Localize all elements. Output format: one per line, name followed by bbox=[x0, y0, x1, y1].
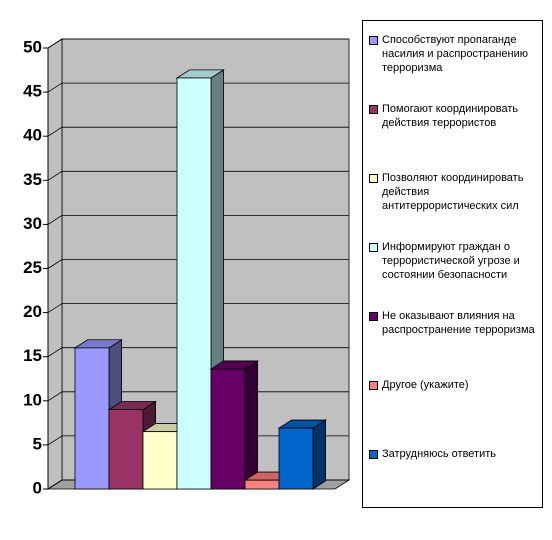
legend-item: Другое (укажите) bbox=[369, 378, 539, 392]
y-tick-label: 0 bbox=[33, 478, 42, 497]
legend: Способствуют пропаганде насилия и распро… bbox=[362, 20, 543, 508]
bar bbox=[176, 77, 212, 490]
legend-swatch bbox=[369, 36, 378, 45]
y-tick-label: 10 bbox=[23, 390, 42, 409]
legend-item: Способствуют пропаганде насилия и распро… bbox=[369, 33, 539, 75]
legend-item: Помогают координировать действия террори… bbox=[369, 102, 539, 130]
bar bbox=[278, 427, 314, 490]
y-tick-label: 40 bbox=[23, 126, 42, 145]
legend-label: Помогают координировать действия террори… bbox=[382, 103, 519, 129]
grid-line bbox=[47, 347, 349, 358]
y-tick-label: 45 bbox=[23, 82, 42, 101]
legend-label: Другое (укажите) bbox=[382, 379, 469, 391]
bar bbox=[108, 409, 144, 490]
grid-line bbox=[47, 259, 349, 269]
grid-line bbox=[47, 126, 349, 137]
legend-item: Позволяют координировать действия антите… bbox=[369, 171, 539, 213]
bar bbox=[210, 368, 246, 490]
bar-side bbox=[312, 419, 327, 490]
legend-label: Затрудняюсь ответить bbox=[382, 448, 497, 460]
legend-swatch bbox=[369, 450, 378, 459]
grid-line bbox=[47, 170, 349, 181]
y-tick-label: 50 bbox=[23, 37, 42, 56]
grid-line bbox=[47, 303, 349, 313]
bar bbox=[142, 431, 178, 490]
y-tick-label: 30 bbox=[23, 214, 42, 233]
legend-swatch bbox=[369, 312, 378, 321]
y-tick-label: 35 bbox=[23, 170, 42, 189]
y-tick-label: 15 bbox=[23, 346, 42, 365]
legend-label: Информируют граждан о террористической у… bbox=[382, 241, 520, 281]
legend-swatch bbox=[369, 381, 378, 390]
legend-swatch bbox=[369, 174, 378, 183]
bar bbox=[244, 479, 280, 490]
legend-label: Позволяют координировать действия антите… bbox=[382, 172, 524, 212]
legend-swatch bbox=[369, 105, 378, 114]
legend-label: Способствуют пропаганде насилия и распро… bbox=[382, 34, 528, 74]
grid-line bbox=[47, 214, 349, 225]
y-tick-label: 20 bbox=[23, 302, 42, 321]
y-tick-label: 25 bbox=[23, 258, 42, 277]
legend-label: Не оказывают влияния на распространение … bbox=[382, 310, 535, 336]
legend-item: Затрудняюсь ответить bbox=[369, 447, 539, 461]
bar bbox=[74, 347, 110, 490]
y-tick-label: 5 bbox=[33, 434, 42, 453]
legend-item: Не оказывают влияния на распространение … bbox=[369, 309, 539, 337]
legend-swatch bbox=[369, 243, 378, 252]
grid-line bbox=[47, 82, 349, 93]
bar-side bbox=[244, 360, 259, 490]
legend-item: Информируют граждан о террористической у… bbox=[369, 240, 539, 282]
grid-line bbox=[47, 38, 349, 49]
